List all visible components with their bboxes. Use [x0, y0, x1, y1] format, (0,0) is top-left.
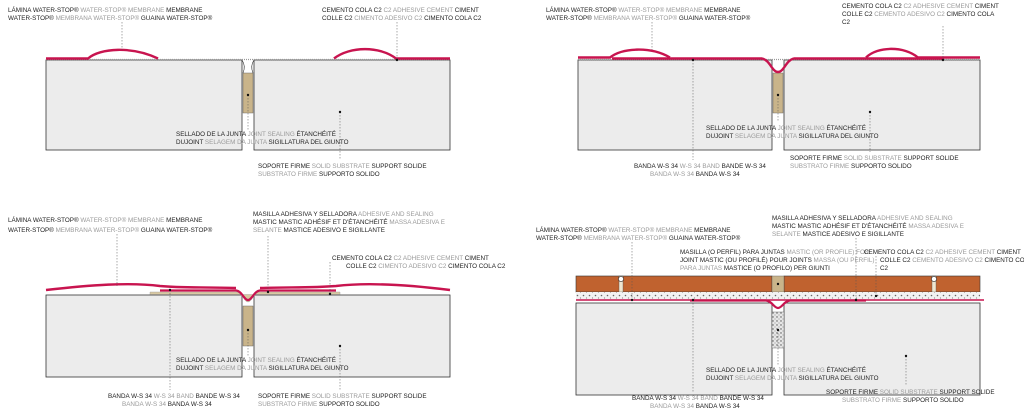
- band-label-l2: BANDA W-S 34 BANDA W-S 34: [650, 171, 740, 178]
- leader-dot: [168, 288, 172, 292]
- leader-dot: [776, 282, 780, 286]
- leader-dot: [630, 298, 634, 302]
- leader-dot: [874, 294, 878, 298]
- membrane-label-l2: WATER-STOP® MEMBRANA WATER-STOP® GUAINA …: [546, 14, 751, 22]
- leader-dot: [266, 290, 270, 294]
- substrate-left: [45, 294, 243, 378]
- cement-label-l1: CEMENTO COLA C2 C2 ADHESIVE CEMENT CIMEN…: [332, 255, 489, 262]
- membrane: [45, 282, 451, 292]
- support-label-l1: SOPORTE FIRME SOLID SUBSTRATE SUPPORT SO…: [258, 393, 427, 400]
- support-label-l2: SUBSTRATO FIRME SUPPORTO SOLIDO: [258, 171, 380, 178]
- membrane-label-l1: LÁMINA WATER-STOP® WATER-STOP® MEMBRANE …: [8, 215, 202, 224]
- leader-dot: [246, 328, 250, 332]
- mastic-label-l3: SELANTE MASTICE ADESIVO E SIGILLANTE: [253, 227, 385, 234]
- support-label-l2: SUBSTRATO FIRME SUPPORTO SOLIDO: [842, 397, 964, 404]
- tile-joint-cap-right: [931, 276, 937, 282]
- adhesive-cement-layer: [576, 292, 980, 300]
- membrane-label-l2: WATER-STOP® MEMBRANA WATER-STOP® GUAINA …: [8, 226, 213, 234]
- sealing-label-l2: DUJOINT SELAGEM DA JUNTA SIGILLATURA DEL…: [706, 133, 879, 140]
- membrane-label-l2: WATER-STOP® MEMBRANA WATER-STOP® GUAINA …: [536, 234, 741, 242]
- leader-dot: [246, 93, 250, 97]
- support-label-l1: SOPORTE FIRME SOLID SUBSTRATE SUPPORT SO…: [258, 163, 427, 170]
- band-label-l2: BANDA W-S 34 BANDA W-S 34: [650, 403, 740, 410]
- joint-gap-edge: [241, 59, 255, 74]
- leader-dot: [904, 354, 908, 358]
- band-label-l1: BANDA W-S 34 W-S 34 BAND BANDE W-S 34: [108, 393, 240, 400]
- leader-dot: [328, 292, 332, 296]
- profile-label-l2: JOINT MASTIC (OU PROFILÉ) POUR JOINTS MA…: [680, 255, 874, 264]
- detail-3: LÁMINA WATER-STOP® WATER-STOP® MEMBRANE …: [8, 211, 506, 408]
- leader-dot: [868, 110, 872, 114]
- substrate-left: [575, 302, 773, 396]
- sealing-label-l1: SELLADO DE LA JUNTA JOINT SEALING ÉTANCH…: [706, 123, 866, 132]
- tile-left: [575, 275, 773, 293]
- sealing-label-l1: SELLADO DE LA JUNTA JOINT SEALING ÉTANCH…: [706, 365, 866, 374]
- leader-dot: [854, 298, 858, 302]
- leader-dot: [776, 93, 780, 97]
- support-label-l1: SOPORTE FIRME SOLID SUBSTRATE SUPPORT SO…: [790, 155, 959, 162]
- mastic-label-l2: MASTIC MASTIC ADHÉSIF ET D'ÉTANCHÉITÉ MA…: [772, 221, 964, 230]
- cement-label-l2: COLLE C2 CEMENTO ADESIVO C2 CIMENTO COLA: [842, 11, 995, 18]
- detail-4: LÁMINA WATER-STOP® WATER-STOP® MEMBRANE …: [536, 215, 1024, 410]
- membrane: [578, 47, 980, 59]
- leader-dot: [776, 328, 780, 332]
- membrane-label-l1: LÁMINA WATER-STOP® WATER-STOP® MEMBRANE …: [536, 225, 730, 234]
- support-label-l1: SOPORTE FIRME SOLID SUBSTRATE SUPPORT SO…: [826, 389, 995, 396]
- profile-label-l3: PARA JUNTAS MASTICE (O PROFILO) PER GIUN…: [680, 265, 830, 272]
- sealing-label-l2: DUJOINT SELAGEM DA JUNTA SIGILLATURA DEL…: [706, 375, 879, 382]
- cement-label-l2: COLLE C2 CIMENTO ADESIVO C2 CIMENTO COLA…: [322, 15, 482, 22]
- band-label-l2: BANDA W-S 34 BANDA W-S 34: [122, 401, 212, 408]
- sealing-label-l2: DUJOINT SELAGEM DA JUNTA SIGILLATURA DEL…: [176, 139, 349, 146]
- leader-dot: [395, 58, 399, 62]
- substrate-right: [783, 302, 981, 396]
- tile-joint-cap-left: [618, 276, 624, 282]
- mastic-label-l2: MASTIC MASTIC ADHÉSIF ET D'ÉTANCHÉITÉ MA…: [253, 217, 445, 226]
- substrate-right: [253, 59, 451, 151]
- support-label-l2: SUBSTRATO FIRME SUPPORTO SOLIDO: [790, 163, 912, 170]
- leader-dot: [338, 344, 342, 348]
- sealing-label-l1: SELLADO DE LA JUNTA JOINT SEALING ÉTANCH…: [176, 129, 336, 138]
- band-label-l1: BANDA W-S 34 W-S 34 BAND BANDE W-S 34: [632, 395, 764, 402]
- leader-dot: [691, 58, 695, 62]
- cement-label-l1: CEMENTO COLA C2 C2 ADHESIVE CEMENT CIMEN…: [322, 7, 479, 14]
- mastic-label-l3: SELANTE MASTICE ADESIVO E SIGILLANTE: [772, 231, 904, 238]
- band-label-l1: BANDA W-S 34 W-S 34 BAND BANDE W-S 34: [634, 163, 766, 170]
- w-s-34-band: [612, 57, 944, 74]
- substrate-left: [577, 59, 773, 151]
- w-s-34-band: [690, 299, 866, 310]
- mastic-label-l1: MASILLA ADHESIVA Y SELLADORA ADHESIVE AN…: [253, 211, 434, 218]
- cement-label-l3: C2: [842, 19, 851, 26]
- detail-2: LÁMINA WATER-STOP® WATER-STOP® MEMBRANE …: [546, 3, 999, 178]
- cement-label-l3: C2: [880, 265, 889, 272]
- leader-dot: [338, 110, 342, 114]
- membrane: [46, 48, 450, 60]
- substrate-right: [783, 59, 981, 151]
- substrate-right: [253, 294, 451, 378]
- detail-1: LÁMINA WATER-STOP® WATER-STOP® MEMBRANE …: [8, 5, 482, 178]
- cement-label-l1: CEMENTO COLA C2 C2 ADHESIVE CEMENT CIMEN…: [842, 3, 999, 10]
- support-label-l2: SUBSTRATO FIRME SUPPORTO SOLIDO: [258, 401, 380, 408]
- tile-right: [783, 275, 981, 293]
- cement-label-l2: COLLE C2 CEMENTO ADESIVO C2 CIMENTO COLA: [880, 257, 1024, 264]
- cement-label-l1: CEMENTO COLA C2 C2 ADHESIVE CEMENT CIMEN…: [864, 249, 1021, 256]
- sealing-label-l1: SELLADO DE LA JUNTA JOINT SEALING ÉTANCH…: [176, 355, 336, 364]
- cement-label-l2: COLLE C2 CIMENTO ADESIVO C2 CIMENTO COLA…: [346, 263, 506, 270]
- leader-dot: [941, 58, 945, 62]
- membrane-label-l1: LÁMINA WATER-STOP® WATER-STOP® MEMBRANE …: [8, 5, 202, 14]
- substrate-left: [45, 59, 243, 151]
- profile-label-l1: MASILLA (O PERFIL) PARA JUNTAS MASTIC (O…: [680, 249, 870, 256]
- leader-dot: [691, 298, 695, 302]
- sealing-label-l2: DUJOINT SELAGEM DA JUNTA SIGILLATURA DEL…: [176, 365, 349, 372]
- mastic-label-l1: MASILLA ADHESIVA Y SELLADORA ADHESIVE AN…: [772, 215, 953, 222]
- w-s-34-band: [160, 289, 336, 302]
- membrane-label-l1: LÁMINA WATER-STOP® WATER-STOP® MEMBRANE …: [546, 5, 740, 14]
- membrane-label-l2: WATER-STOP® MEMBRANA WATER-STOP® GUAINA …: [8, 14, 213, 22]
